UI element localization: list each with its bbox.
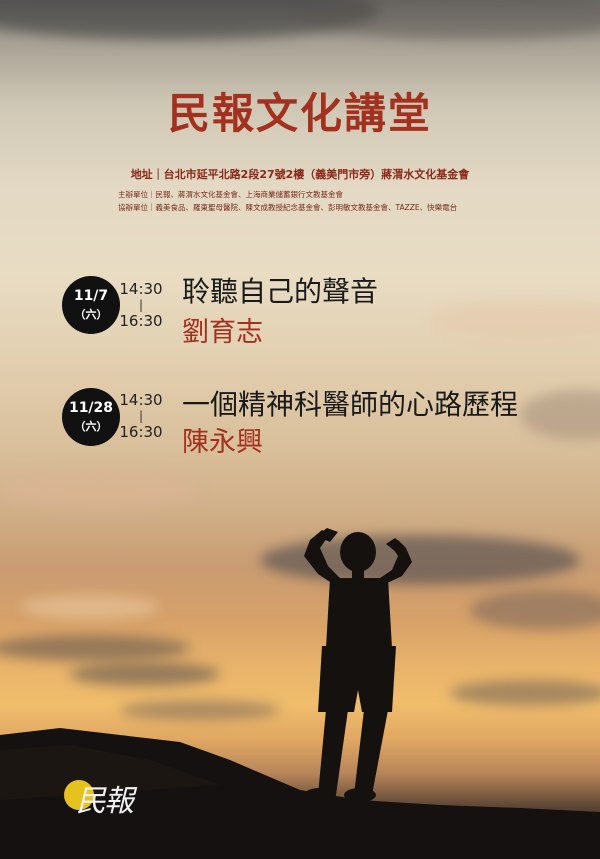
cloud (430, 300, 600, 340)
cloud (0, 635, 190, 661)
event-date-badge: 11/7 （六） (62, 276, 120, 334)
cloud (20, 595, 160, 619)
organizers: 主辦單位｜民報、蔣渭水文化基金會、上海商業儲蓄銀行文教基金會 (118, 190, 343, 199)
event-date: 11/28 (68, 400, 114, 416)
event-end-time: 16:30 (119, 312, 163, 330)
ground-ridge (0, 745, 220, 800)
co-organizers: 協辦單位｜義美食品、羅東聖母醫院、陳文成教授紀念基金會、彭明敏文教基金會、TAZ… (118, 203, 458, 212)
event-start-time: 14:30 (119, 391, 163, 409)
venue-address: 地址｜台北市延平北路2段27號2樓（義美門市旁）蔣渭水文化基金會 (130, 168, 470, 181)
event-topic: 一個精神科醫師的心路歷程 (182, 388, 519, 421)
event-time: 14:30 | 16:30 (119, 280, 163, 330)
logo-accent-circle (64, 780, 94, 810)
event-weekday: （六） (74, 308, 108, 321)
event-topic: 聆聽自己的聲音 (182, 275, 379, 308)
cloud (70, 662, 220, 686)
minbao-logo: 民報 (62, 770, 152, 824)
cloud (0, 470, 200, 510)
time-separator: | (138, 298, 144, 312)
cloud (470, 590, 600, 630)
poster-title: 民報文化講堂 (167, 89, 432, 138)
cloud (450, 680, 600, 706)
event-speaker: 劉育志 (182, 317, 263, 348)
event-date-badge: 11/28 （六） (62, 388, 120, 446)
event-time: 14:30 | 16:30 (119, 391, 163, 441)
event-date: 11/7 (73, 288, 109, 304)
cloud (120, 700, 280, 720)
event-end-time: 16:30 (119, 423, 163, 441)
logo-text: 民報 (76, 784, 134, 819)
time-separator: | (138, 409, 144, 423)
event-speaker: 陳永興 (182, 427, 263, 458)
event-start-time: 14:30 (119, 280, 163, 298)
event-weekday: （六） (74, 420, 108, 433)
